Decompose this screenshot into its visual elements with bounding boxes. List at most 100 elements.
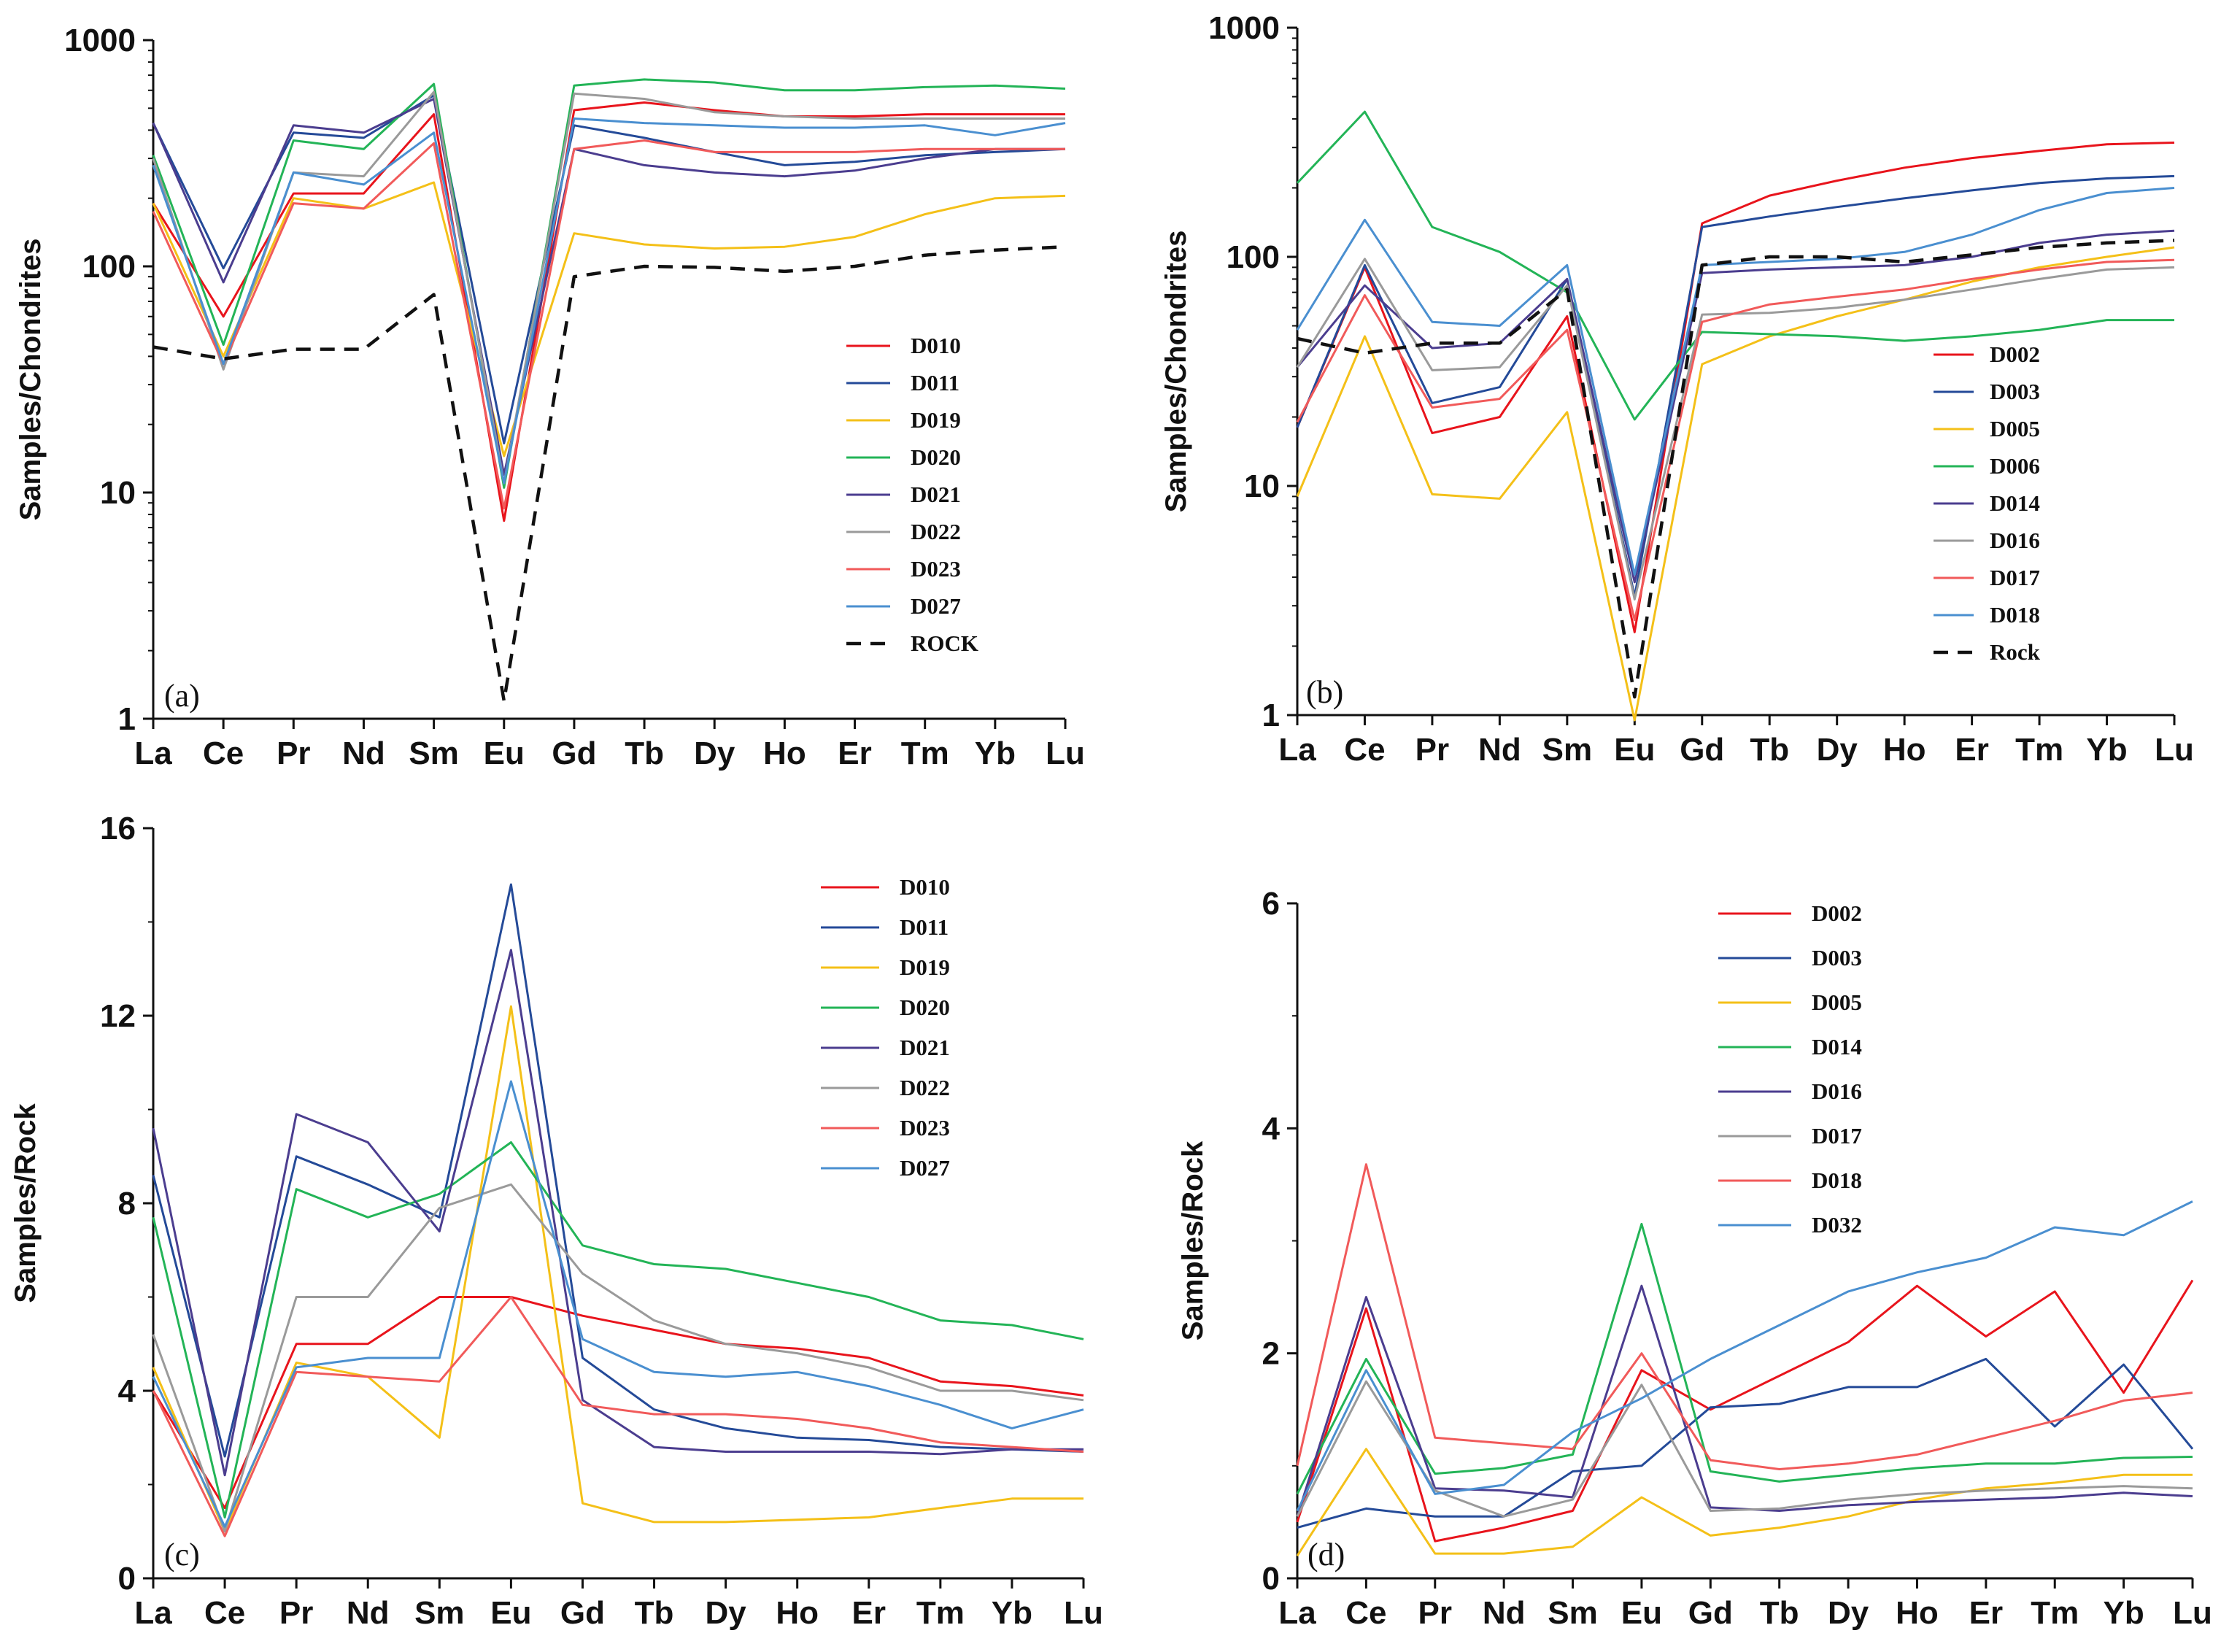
legend-entry: D020	[911, 444, 961, 470]
legend-entry: D011	[911, 370, 959, 395]
x-tick-label: Ce	[204, 1595, 245, 1631]
legend-entry: D016	[1812, 1078, 1862, 1104]
chart-panel: La Ce Pr Nd Sm Eu Gd Tb Dy Ho Er Tm Yb Lu 1 10 100 1000 Sa…	[15, 23, 1085, 771]
x-tick-label: Tm	[901, 736, 949, 771]
legend-entry: D014	[1812, 1034, 1862, 1059]
x-tick-label: Dy	[1817, 732, 1858, 768]
legend-entry: D020	[900, 995, 950, 1020]
series-line-rock	[152, 244, 1066, 703]
series-line-d006	[1296, 110, 2174, 421]
series-line-d017	[1296, 258, 2175, 622]
x-tick-label: Eu	[490, 1595, 531, 1631]
legend-entry: D010	[911, 333, 961, 358]
legend-entry: D018	[1990, 602, 2040, 628]
x-tick-label: Tm	[2031, 1595, 2079, 1631]
series-line-d019	[152, 181, 1066, 458]
x-tick-label: Tb	[625, 736, 664, 771]
y-tick-label: 16	[100, 811, 136, 846]
series-line-rock	[1297, 239, 2175, 699]
x-tick-label: La	[134, 736, 172, 771]
x-tick-label: Eu	[1614, 732, 1655, 768]
series-line-d017	[1296, 1380, 2193, 1518]
series-line-d027	[152, 117, 1066, 485]
x-tick-label: Pr	[277, 736, 310, 771]
legend-entry: D003	[1990, 379, 2040, 404]
y-tick-label: 10	[1244, 468, 1280, 504]
y-axis-title: Samples/Chondrites	[1160, 231, 1192, 513]
legend-entry: D005	[1990, 416, 2040, 441]
series-line-d023	[152, 1296, 1084, 1537]
legend-entry: D018	[1812, 1167, 1862, 1193]
x-tick-label: Nd	[1483, 1595, 1526, 1631]
x-tick-label: Er	[1969, 1595, 2003, 1631]
legend-entry: D023	[911, 556, 961, 582]
x-tick-label: La	[1278, 732, 1316, 768]
x-tick-label: Ho	[763, 736, 806, 771]
y-tick-label: 1000	[1208, 10, 1280, 46]
x-tick-label: Tm	[916, 1595, 965, 1631]
x-tick-label: Tb	[1760, 1595, 1799, 1631]
series-line-d002	[1296, 142, 2175, 633]
legend-entry: D022	[911, 519, 961, 544]
x-tick-label: Nd	[1478, 732, 1521, 768]
x-tick-label: Ho	[776, 1595, 819, 1631]
series-line-d032	[1296, 1200, 2193, 1512]
x-tick-label: Sm	[414, 1595, 464, 1631]
x-tick-label: Lu	[2173, 1595, 2212, 1631]
x-tick-label: Yb	[992, 1595, 1032, 1631]
x-tick-label: Dy	[1828, 1595, 1869, 1631]
y-tick-label: 2	[1262, 1336, 1280, 1372]
panel-label: (c)	[164, 1537, 200, 1572]
series-line-d018	[1296, 1163, 2193, 1470]
y-axis-title: Samples/Chondrites	[15, 239, 47, 521]
legend-entry: D010	[900, 874, 950, 900]
x-tick-label: Tm	[2015, 732, 2063, 768]
y-axis-title: Samples/Rock	[9, 1103, 42, 1303]
series-line-d021	[152, 98, 1065, 476]
y-tick-label: 6	[1262, 886, 1280, 922]
y-axis-title: Samples/Rock	[1177, 1140, 1209, 1340]
series-line-d018	[1296, 187, 2175, 576]
legend-entry: ROCK	[911, 630, 978, 656]
x-tick-label: Er	[1955, 732, 1988, 768]
x-tick-label: Lu	[1064, 1595, 1103, 1631]
series-line-d027	[152, 1080, 1084, 1528]
x-tick-label: Tb	[635, 1595, 674, 1631]
series-line-d020	[152, 78, 1066, 489]
series-line-d005	[1296, 1448, 2193, 1557]
legend-entry: D003	[1812, 945, 1862, 970]
y-tick-label: 1	[1262, 698, 1280, 733]
y-tick-label: 0	[1262, 1561, 1280, 1597]
series-line-d003	[1296, 174, 2175, 598]
y-tick-label: 1	[118, 701, 136, 737]
series-line-d002	[1296, 1279, 2194, 1543]
series-line-d022	[152, 90, 1065, 485]
x-tick-label: Dy	[694, 736, 735, 771]
legend-entry: D002	[1990, 341, 2040, 367]
y-tick-label: 8	[118, 1186, 136, 1221]
x-tick-label: Sm	[1542, 732, 1592, 768]
x-tick-label: Yb	[2103, 1595, 2144, 1631]
chart-panel: La Ce Pr Nd Sm Eu Gd Tb Dy Ho Er Tm Yb Lu 1 10 100 1000 Sa…	[1160, 10, 2194, 768]
x-tick-label: Ho	[1883, 732, 1926, 768]
series-line-d023	[152, 139, 1065, 510]
x-tick-label: Yb	[975, 736, 1016, 771]
series-line-d005	[1296, 246, 2175, 722]
legend-entry: D022	[900, 1075, 950, 1100]
x-tick-label: Ce	[203, 736, 244, 771]
y-tick-label: 100	[1227, 239, 1280, 275]
x-tick-label: Dy	[705, 1595, 746, 1631]
series-line-d003	[1297, 1357, 2194, 1529]
x-tick-label: Sm	[1548, 1595, 1597, 1631]
x-tick-label: Pr	[279, 1595, 313, 1631]
series-line-d014	[1296, 229, 2175, 584]
x-tick-label: Eu	[1621, 1595, 1662, 1631]
y-tick-label: 4	[1262, 1111, 1281, 1146]
y-tick-label: 4	[118, 1373, 136, 1409]
legend-entry: D005	[1812, 989, 1862, 1015]
legend-entry: D023	[900, 1115, 950, 1140]
y-tick-label: 1000	[64, 23, 136, 58]
legend-entry: D016	[1990, 528, 2040, 553]
x-tick-label: Pr	[1418, 1595, 1452, 1631]
